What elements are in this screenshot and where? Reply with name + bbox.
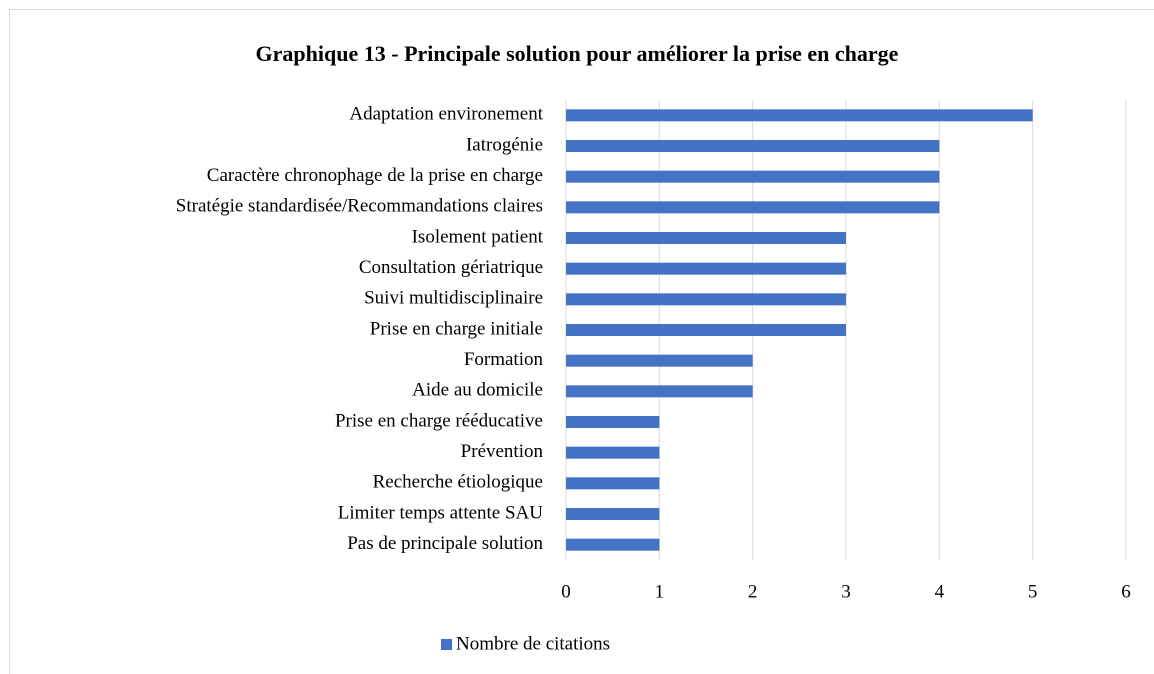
chart-title: Graphique 13 - Principale solution pour … — [256, 41, 899, 66]
y-tick-label: Limiter temps attente SAU — [338, 502, 544, 523]
legend-swatch — [441, 639, 452, 650]
x-tick-label: 1 — [655, 581, 665, 602]
bar — [566, 477, 660, 490]
y-tick-label: Pas de principale solution — [347, 533, 543, 554]
y-tick-label: Suivi multidisciplinaire — [364, 288, 543, 309]
x-tick-label: 3 — [841, 581, 851, 602]
bar — [566, 201, 940, 214]
y-tick-label: Caractère chronophage de la prise en cha… — [207, 165, 543, 186]
bar — [566, 262, 846, 275]
bar — [566, 416, 660, 428]
x-tick-label: 6 — [1121, 581, 1131, 602]
chart-border — [9, 9, 1154, 674]
y-tick-label: Prise en charge rééducative — [335, 410, 543, 431]
x-tick-label: 4 — [935, 581, 945, 602]
bar — [566, 538, 660, 551]
bar — [566, 446, 660, 459]
bar — [566, 324, 846, 336]
y-tick-label: Iatrogénie — [466, 134, 543, 155]
y-tick-label: Prévention — [461, 441, 544, 462]
y-tick-label: Stratégie standardisée/Recommandations c… — [176, 196, 543, 217]
bar — [566, 170, 940, 183]
bar — [566, 293, 846, 306]
x-tick-label: 0 — [561, 581, 571, 602]
bar — [566, 140, 940, 152]
y-tick-label: Prise en charge initiale — [370, 318, 543, 339]
y-tick-label: Aide au domicile — [412, 380, 543, 401]
y-tick-label: Recherche étiologique — [373, 472, 543, 493]
bar — [566, 508, 660, 520]
y-tick-label: Formation — [464, 349, 544, 370]
legend-label: Nombre de citations — [456, 633, 610, 654]
x-tick-label: 5 — [1028, 581, 1038, 602]
x-tick-label: 2 — [748, 581, 758, 602]
y-tick-label: Consultation gériatrique — [359, 257, 543, 278]
y-tick-label: Adaptation environement — [349, 104, 543, 125]
bar — [566, 232, 846, 244]
y-tick-label: Isolement patient — [412, 226, 544, 247]
bar — [566, 385, 753, 398]
bar — [566, 354, 753, 367]
bar — [566, 109, 1033, 122]
